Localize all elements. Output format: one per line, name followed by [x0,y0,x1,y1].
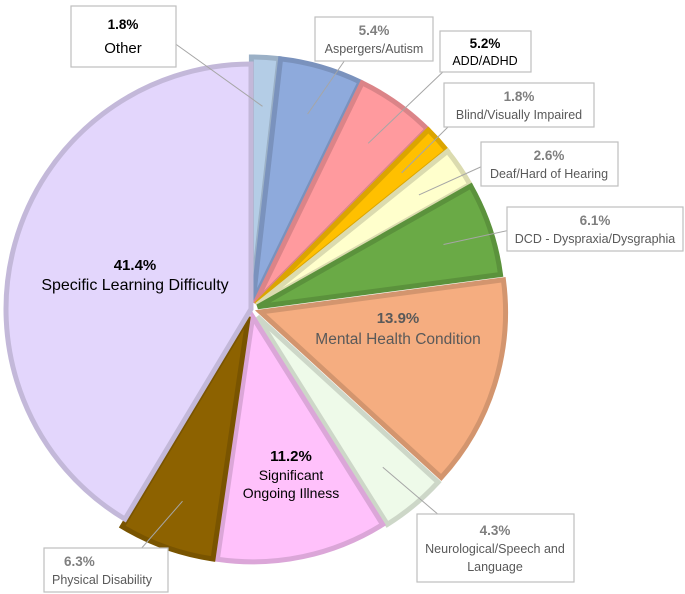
slice-label-neurological-value: 4.3% [480,523,511,538]
leader-line-neurological [382,466,441,517]
pie-slice-neurological [255,314,442,528]
slice-label-illness-name-line2: Ongoing Illness [243,485,340,501]
inner-labels: 41.4% Specific Learning Difficulty 13.9%… [41,257,480,501]
leader-lines [139,39,511,551]
leader-line-deaf [418,164,486,196]
leader-line-aspergers [307,59,346,115]
slice-label-other-value: 1.8% [108,17,139,32]
callout-blind: 1.8% Blind/Visually Impaired [443,82,595,128]
slice-label-adhd-value: 5.2% [470,36,501,51]
leader-line-other [169,39,263,107]
slice-label-aspergers-value: 5.4% [359,23,390,38]
slice-label-blind-name: Blind/Visually Impaired [456,108,582,122]
pie-slice-sld [3,61,254,523]
slice-label-dcd-value: 6.1% [580,213,611,228]
slice-label-mental-value: 13.9% [377,310,420,327]
slice-label-aspergers-name: Aspergers/Autism [325,42,424,56]
pie-slice-physical [118,315,251,562]
leader-line-adhd [367,67,448,144]
slice-label-other-name: Other [104,40,142,57]
callout-deaf: 2.6% Deaf/Hard of Hearing [480,141,619,187]
callouts: 1.8% Other 5.4% Aspergers/Autism 5.2% AD… [43,5,684,593]
slice-label-adhd-name: ADD/ADHD [452,54,517,68]
pie-slices [3,54,508,565]
callout-neurological: 4.3% Neurological/Speech and Language [416,513,575,583]
leader-line-blind [401,124,451,174]
callout-aspergers: 5.4% Aspergers/Autism [314,16,434,62]
slice-label-neurological-name-line2: Language [467,560,523,574]
slice-label-sld-name: Specific Learning Difficulty [41,277,228,294]
slice-label-blind-value: 1.8% [504,89,535,104]
slice-label-sld-value: 41.4% [114,257,157,274]
slice-label-illness-value: 11.2% [270,448,312,465]
slice-label-mental-name: Mental Health Condition [315,331,480,348]
pie-slice-mental [254,276,508,481]
pie-slice-illness [214,309,387,565]
callout-other: 1.8% Other [70,5,177,68]
slice-label-deaf-value: 2.6% [534,148,565,163]
slice-label-neurological-name-line1: Neurological/Speech and [425,542,565,556]
leader-line-physical [139,500,183,551]
callout-dcd: 6.1% DCD - Dyspraxia/Dysgraphia [506,206,684,252]
slice-label-physical-name: Physical Disability [52,573,153,587]
pie-slice-dcd [256,182,504,310]
callout-adhd: 5.2% ADD/ADHD [439,30,532,73]
slice-label-illness-name-line1: Significant [259,467,324,483]
slice-label-deaf-name: Deaf/Hard of Hearing [490,167,608,181]
leader-line-dcd [443,229,511,245]
callout-physical: 6.3% Physical Disability [43,547,169,593]
slice-label-dcd-name: DCD - Dyspraxia/Dysgraphia [515,232,676,246]
slice-label-physical-value: 6.3% [64,554,95,569]
